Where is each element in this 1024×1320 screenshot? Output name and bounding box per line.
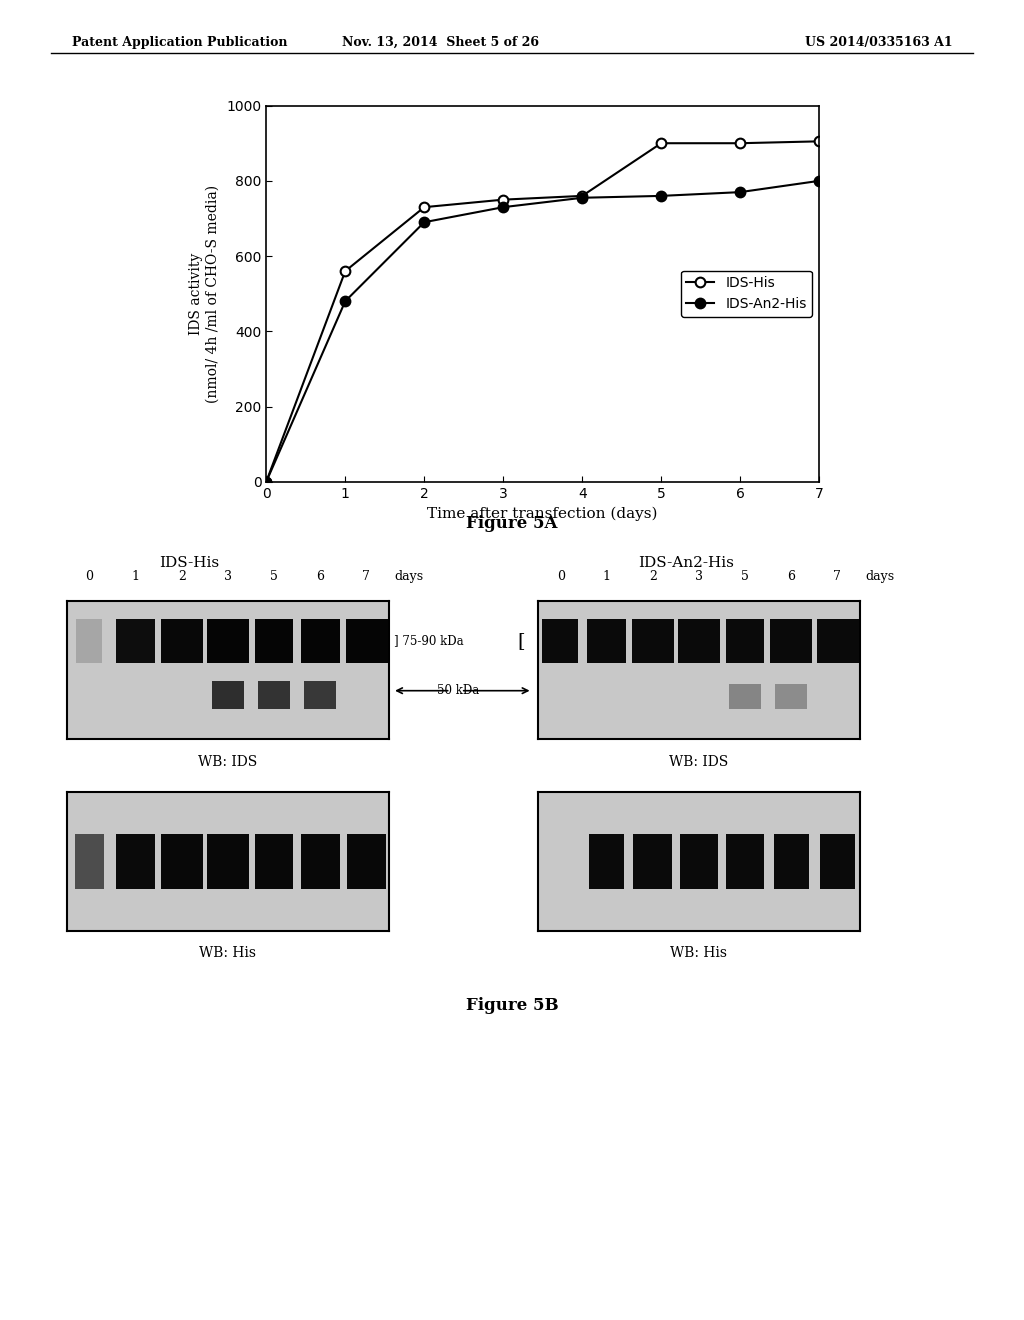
Bar [773,834,809,890]
Bar [304,681,337,709]
Text: 1: 1 [603,570,610,583]
IDS-His [339,263,351,279]
Bar [632,619,674,663]
Bar [301,834,340,890]
Bar [255,619,294,663]
Bar [816,619,858,663]
Text: IDS-An2-His: IDS-An2-His [638,556,734,570]
Bar [680,834,718,890]
Text: 1: 1 [132,570,139,583]
X-axis label: Time after transfection (days): Time after transfection (days) [427,506,658,520]
Bar [161,834,203,890]
Line: IDS-An2-His: IDS-An2-His [261,176,824,487]
IDS-An2-His [339,293,351,309]
Y-axis label: IDS activity
(nmol/ 4h /ml of CHO-S media): IDS activity (nmol/ 4h /ml of CHO-S medi… [189,185,219,403]
IDS-His [418,199,430,215]
Text: 3: 3 [224,570,231,583]
Text: 5: 5 [270,570,278,583]
Legend: IDS-His, IDS-An2-His: IDS-His, IDS-An2-His [681,271,812,317]
Text: days: days [394,570,423,583]
Text: Patent Application Publication: Patent Application Publication [72,36,287,49]
Text: WB: His: WB: His [671,946,727,961]
Bar [587,619,626,663]
Text: WB: His: WB: His [200,946,256,961]
Bar [729,684,761,709]
Bar [255,834,294,890]
IDS-An2-His [655,187,668,203]
Text: 2: 2 [178,570,185,583]
Text: IDS-His: IDS-His [159,556,219,570]
Text: 6: 6 [316,570,324,583]
IDS-An2-His [418,214,430,230]
Text: US 2014/0335163 A1: US 2014/0335163 A1 [805,36,952,49]
Bar [76,619,102,663]
Bar [820,834,855,890]
Bar [116,834,155,890]
IDS-His [655,136,668,152]
IDS-His [260,474,272,490]
Text: Figure 5A: Figure 5A [466,515,558,532]
Text: 50 kDa: 50 kDa [436,684,479,697]
Bar [589,834,625,890]
Bar [301,619,340,663]
Bar [775,684,808,709]
IDS-His [577,187,589,203]
Text: days: days [865,570,894,583]
Text: 6: 6 [787,570,795,583]
Bar [212,681,244,709]
IDS-An2-His [577,190,589,206]
Bar [161,619,203,663]
Bar [116,619,155,663]
Text: WB: IDS: WB: IDS [199,755,257,770]
Line: IDS-His: IDS-His [261,136,824,487]
Bar [678,619,720,663]
Text: 5: 5 [741,570,749,583]
Bar [726,619,765,663]
Bar [207,834,249,890]
Text: Nov. 13, 2014  Sheet 5 of 26: Nov. 13, 2014 Sheet 5 of 26 [342,36,539,49]
IDS-An2-His [497,199,509,215]
IDS-His [497,191,509,207]
IDS-His [813,133,825,149]
Text: WB: IDS: WB: IDS [670,755,728,770]
Bar [543,619,578,663]
Bar [345,619,387,663]
Text: ] 75-90 kDa: ] 75-90 kDa [394,635,464,647]
Bar [347,834,386,890]
Text: Figure 5B: Figure 5B [466,997,558,1014]
Text: [: [ [518,632,525,649]
Bar [207,619,249,663]
Bar [258,681,290,709]
Bar [633,834,672,890]
Text: 7: 7 [362,570,370,583]
IDS-An2-His [813,173,825,189]
Text: 3: 3 [695,570,702,583]
Bar [75,834,103,890]
Bar [770,619,812,663]
Text: 0: 0 [86,570,93,583]
IDS-An2-His [260,474,272,490]
Text: 2: 2 [649,570,656,583]
IDS-An2-His [734,185,746,201]
Text: 7: 7 [834,570,841,583]
IDS-His [734,136,746,152]
Text: 0: 0 [557,570,564,583]
Bar [726,834,765,890]
